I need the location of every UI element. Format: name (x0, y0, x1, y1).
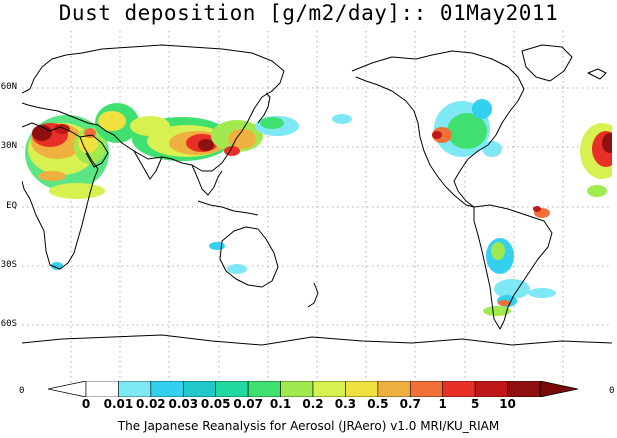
colorbar-arrow-high (539, 381, 578, 397)
coastlines (22, 44, 612, 346)
colorbar-cell (150, 381, 184, 397)
footer-credit: The Japanese Reanalysis for Aerosol (JRA… (117, 419, 500, 433)
lat-label-eq: EQ (6, 201, 17, 211)
australia-coast (219, 226, 279, 288)
map-title: Dust deposition [g/m2/day]:: 01May2011 (58, 1, 559, 25)
lat-label-30s: 30S (0, 260, 17, 270)
greenland-coast (521, 44, 573, 82)
colorbar-label: 0.01 (103, 397, 134, 411)
colorbar-label: 1 (438, 397, 447, 411)
north-america-coast (351, 50, 525, 208)
asia-dust (95, 103, 263, 161)
colorbar-cell (345, 381, 379, 397)
iceland-coast (587, 68, 607, 80)
eurasia-coast (22, 44, 285, 172)
india-coast (133, 150, 163, 180)
colorbar-cell (409, 381, 444, 397)
lat-label-60s: 60S (0, 319, 17, 329)
colorbar (48, 381, 578, 397)
colorbar-label: 0 (81, 397, 91, 411)
arabia-coast (79, 134, 109, 168)
new-zealand-coast (307, 282, 319, 308)
colorbar-cell (247, 381, 281, 397)
colorbar-label: 0.7 (399, 397, 421, 411)
colorbar-label: 0.02 (136, 397, 166, 411)
north-america-dust (432, 99, 502, 157)
colorbar-cell (442, 381, 476, 397)
map-panel (22, 31, 612, 384)
colorbar-arrow-low (48, 381, 87, 397)
africa-coast (22, 122, 99, 270)
colorbar-cell (215, 381, 249, 397)
colorbar-label: 0.07 (233, 397, 263, 411)
antarctica-coast (22, 334, 612, 346)
southern-dust (51, 242, 247, 274)
colorbar-label: 0.5 (367, 397, 389, 411)
colorbar-label: 10 (499, 397, 516, 411)
colorbar-cell (474, 381, 508, 397)
colorbar-cell (118, 381, 152, 397)
colorbar-cell (377, 381, 411, 397)
atlantic-dust (580, 123, 612, 197)
japan-coast (257, 92, 271, 124)
colorbar-cell (182, 381, 217, 397)
colorbar-label: 0.1 (269, 397, 292, 411)
colorbar-cell (85, 381, 119, 397)
gridlines (22, 31, 612, 384)
colorbar-label: 5 (470, 397, 480, 411)
world-map (22, 31, 612, 384)
sea-asia-coast (191, 164, 223, 196)
colorbar-label: 0.05 (200, 397, 231, 411)
lon-label-right: 0 (609, 386, 615, 396)
colorbar-cell (280, 381, 314, 397)
south-america-coast (473, 204, 553, 330)
lat-label-30n: 30N (0, 141, 17, 151)
colorbar-cell (312, 381, 346, 397)
pacific-dust (255, 114, 352, 136)
dust-shading (25, 99, 612, 316)
indonesia-coast (197, 200, 259, 216)
colorbar-label: 0.03 (168, 397, 199, 411)
colorbar-cell (507, 381, 541, 397)
colorbar-label: 0.2 (302, 397, 324, 411)
lon-label-left: 0 (19, 386, 25, 396)
lat-label-60n: 60N (0, 82, 17, 92)
colorbar-label: 0.3 (334, 397, 357, 411)
